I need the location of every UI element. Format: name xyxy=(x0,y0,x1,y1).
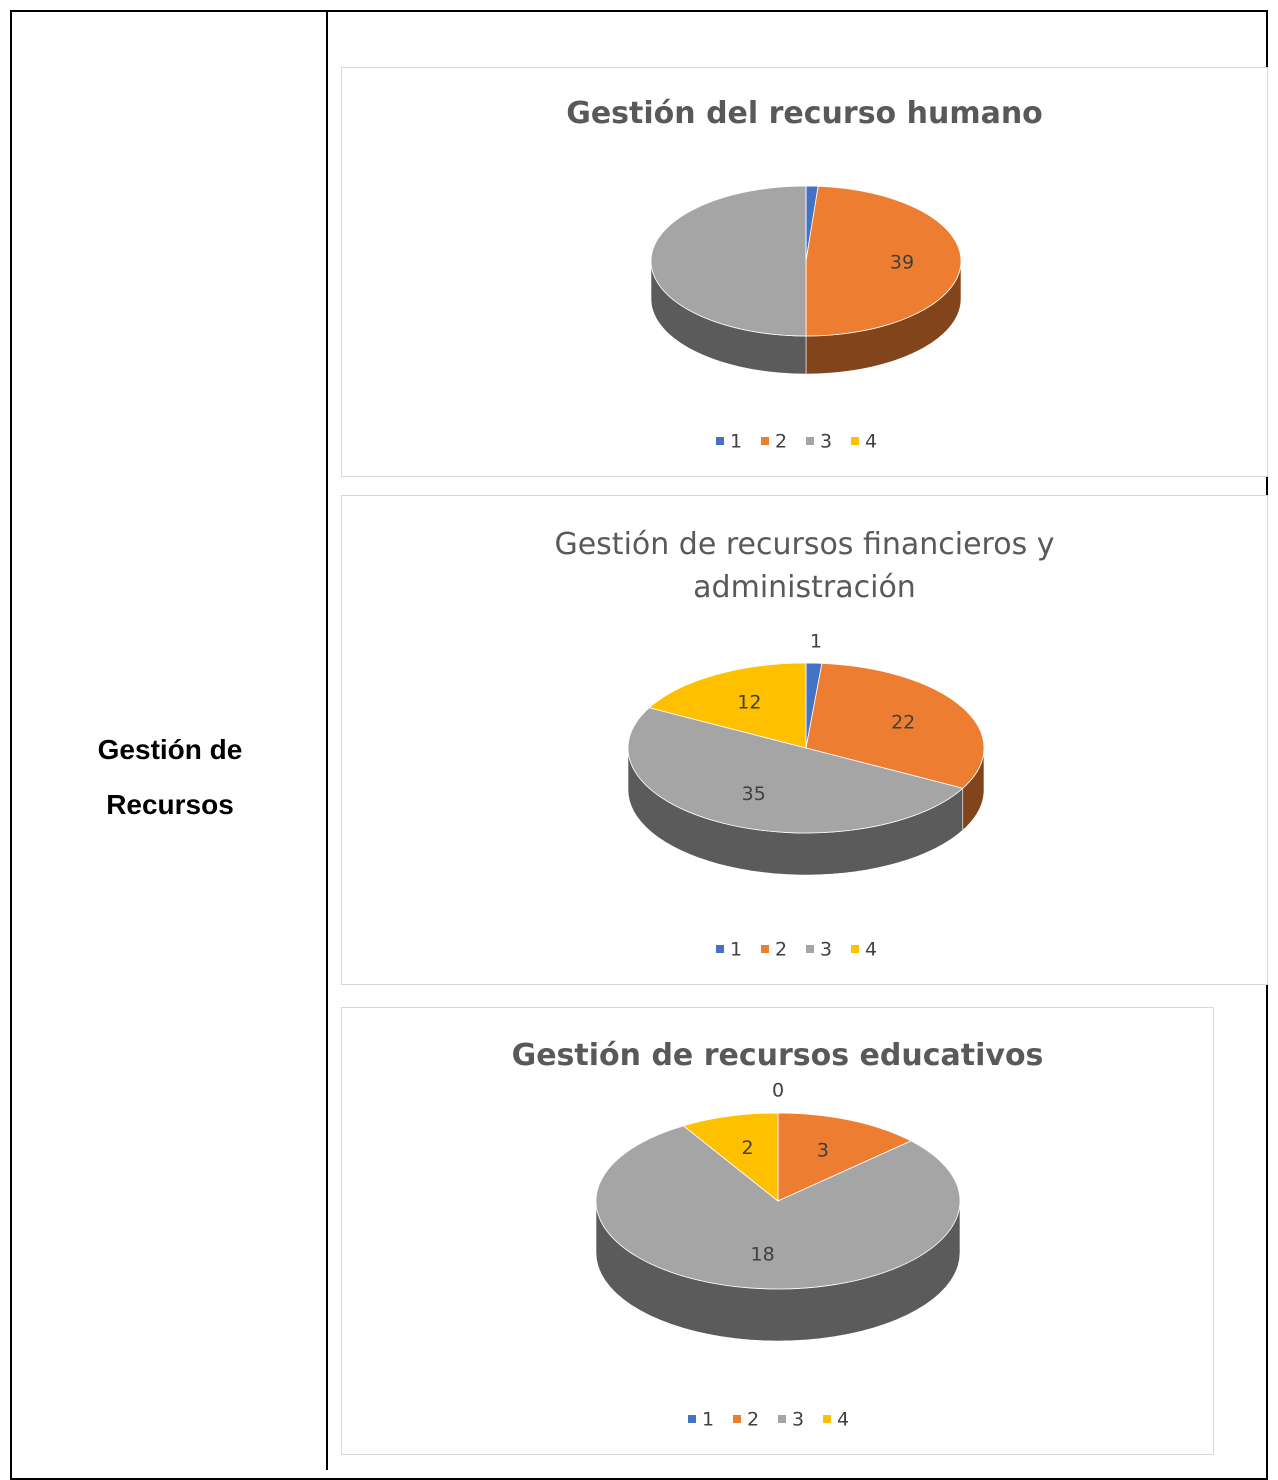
legend-swatch xyxy=(806,945,814,953)
row-label: Gestión de Recursos xyxy=(97,734,243,820)
legend-swatch xyxy=(688,1415,696,1423)
legend-label: 2 xyxy=(775,431,787,453)
legend-label: 1 xyxy=(702,1409,714,1431)
pie-slice xyxy=(777,1112,912,1202)
legend-swatch xyxy=(733,1415,741,1423)
data-label: 35 xyxy=(742,783,766,805)
chart: 0 3 18 2 1 2 3 4 xyxy=(595,1080,961,1431)
legend-label: 4 xyxy=(865,431,877,453)
legend-label: 1 xyxy=(730,431,742,453)
legend-swatch xyxy=(716,437,724,445)
legend-swatch xyxy=(851,945,859,953)
data-label: 22 xyxy=(891,712,915,734)
legend-swatch xyxy=(716,945,724,953)
legend-label: 4 xyxy=(865,939,877,961)
pie-slice xyxy=(805,662,985,789)
chart-title: Gestión de recursos financieros y admini… xyxy=(554,527,1055,605)
legend-swatch xyxy=(806,437,814,445)
pie-slice xyxy=(595,1125,961,1290)
data-label: 0 xyxy=(772,1080,784,1102)
legend-label: 3 xyxy=(792,1409,804,1431)
legend-label: 3 xyxy=(820,431,832,453)
pie-slice xyxy=(682,1112,779,1202)
chart: 39 1 2 3 4 xyxy=(650,185,962,453)
chart-box: 1 22 35 12 1 2 3 4 Gestión de recursos financier… xyxy=(341,495,1268,985)
data-label: 2 xyxy=(742,1137,754,1159)
legend-label: 4 xyxy=(837,1409,849,1431)
pie-slice xyxy=(805,185,962,337)
pie-slice xyxy=(650,185,807,337)
chart-box: 0 3 18 2 1 2 3 4 Gestión de recursos educativos xyxy=(341,1007,1214,1455)
pie-slice xyxy=(627,707,964,834)
column-divider xyxy=(326,10,328,1470)
legend-swatch xyxy=(761,945,769,953)
data-label: 12 xyxy=(737,691,761,713)
data-label: 18 xyxy=(751,1244,775,1266)
chart-box: 39 1 2 3 4 Gestión del recurso humano xyxy=(341,67,1268,477)
data-label: 1 xyxy=(810,630,822,652)
data-label: 3 xyxy=(817,1139,829,1161)
legend-label: 3 xyxy=(820,939,832,961)
data-label: 39 xyxy=(890,251,914,273)
chart-title: Gestión del recurso humano xyxy=(566,96,1043,131)
chart-title: Gestión de recursos educativos xyxy=(511,1038,1044,1073)
legend-label: 2 xyxy=(775,939,787,961)
legend-swatch xyxy=(778,1415,786,1423)
pie-slice xyxy=(648,662,807,749)
legend-swatch xyxy=(851,437,859,445)
legend-swatch xyxy=(761,437,769,445)
legend-swatch xyxy=(823,1415,831,1423)
legend-label: 1 xyxy=(730,939,742,961)
legend-label: 2 xyxy=(747,1409,759,1431)
